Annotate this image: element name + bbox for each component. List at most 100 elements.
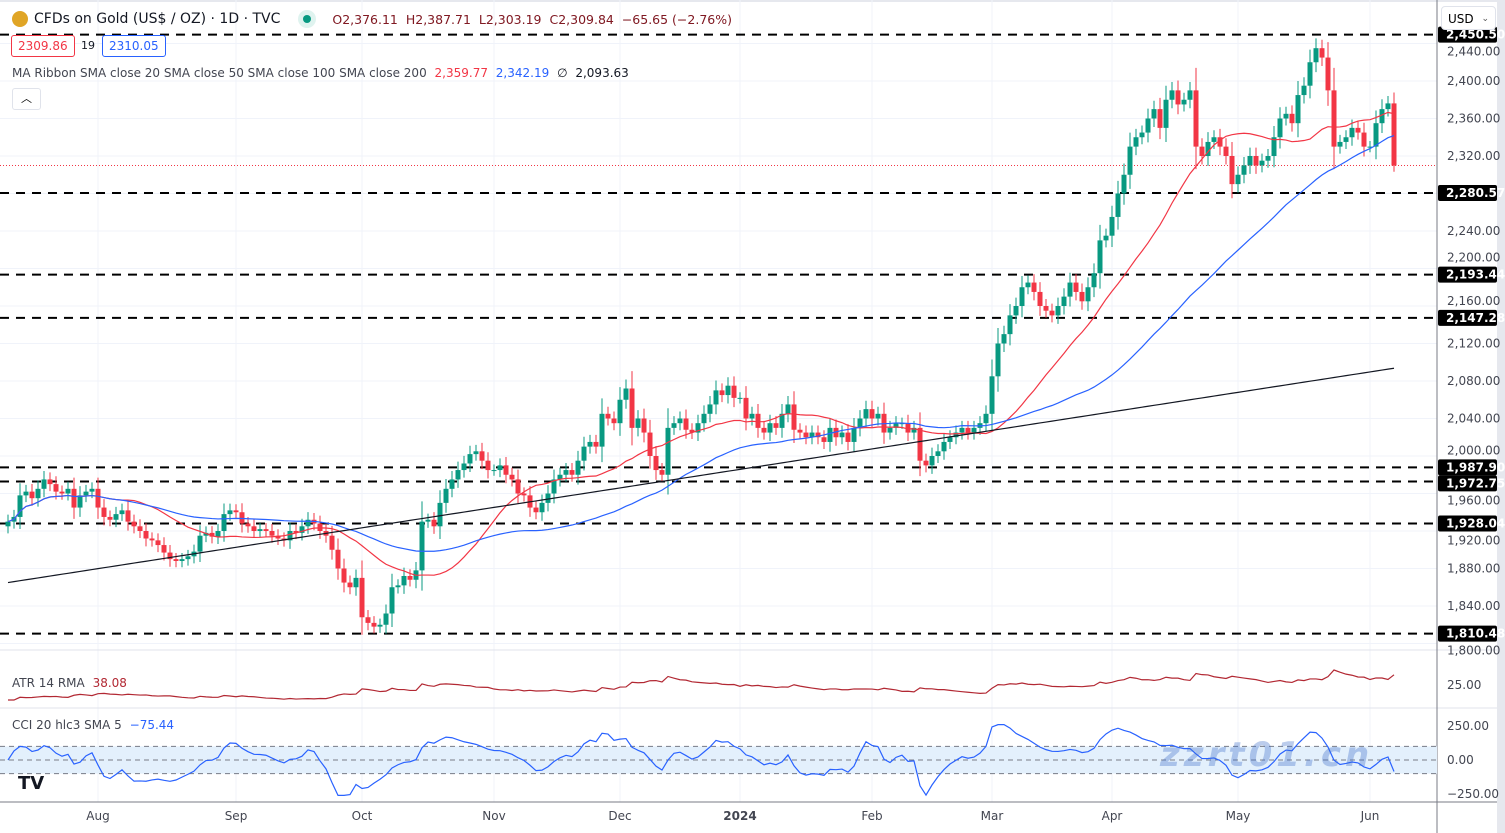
candle-body [1067,282,1073,297]
candle-body [1151,109,1157,119]
market-status-icon[interactable] [298,10,317,28]
candle-body [1079,291,1085,302]
collapse-legend-button[interactable]: ︿ [12,88,41,110]
candle-body [833,427,839,438]
candle-body [1259,160,1265,166]
candle-body [1325,57,1331,91]
cci-line [7,724,1395,797]
chevron-up-icon: ︿ [21,92,32,105]
candle-body [1373,123,1379,147]
level-price-label: 2,193.44 [1446,268,1505,282]
candle-body [1379,109,1385,124]
symbol-title[interactable]: CFDs on Gold (US$ / OZ) · 1D · TVC [34,11,281,27]
candle-body [623,388,629,400]
candle-body [1307,62,1313,86]
candle-body [83,491,89,496]
sell-price-button[interactable]: 2309.86 [11,35,75,57]
candle-body [1205,141,1211,156]
candle-body [131,521,137,527]
candle-body [149,538,155,541]
sma200-value: 2,093.63 [575,66,629,80]
candle-body [1217,137,1223,147]
change-value: −65.65 (−2.76%) [621,11,732,27]
candle-body [269,531,275,536]
currency-selector[interactable]: USD ⌄ [1441,6,1496,30]
cci-label: CCI 20 hlc3 SMA 5 [12,718,122,732]
candle-body [251,526,257,531]
low-value: L2,303.19 [478,11,542,27]
candle-body [809,432,815,438]
candle-body [719,390,725,396]
candle-body [485,460,491,471]
candle-body [1115,193,1121,217]
candle-body [635,418,641,428]
level-price-tag [1438,475,1497,492]
watermark: zzrt01.cn [1160,735,1374,775]
candle-body [743,397,749,419]
level-price-tag [1438,459,1497,476]
candle-body [941,441,947,452]
ma-ribbon-legend[interactable]: MA Ribbon SMA close 20 SMA close 50 SMA … [12,66,629,80]
candle-body [965,427,971,433]
candle-body [1391,103,1397,166]
level-price-label: 2,280.57 [1446,186,1505,200]
candle-body [71,488,77,508]
candle-body [539,502,545,513]
candle-body [233,510,239,513]
cci-legend[interactable]: CCI 20 hlc3 SMA 5 −75.44 [12,718,174,732]
level-price-label: 1,987.90 [1446,460,1505,474]
candle-body [773,423,779,428]
candle-body [887,427,893,433]
candle-body [1007,315,1013,335]
price-axis-label: 2,320.00 [1447,149,1500,163]
candle-body [563,470,569,475]
candle-body [803,432,809,438]
candle-body [1121,174,1127,194]
sma20-value: 2,359.77 [434,66,488,80]
price-axis-label: 1,840.00 [1447,599,1500,613]
candle-body [1265,156,1271,161]
time-axis-label: Aug [86,809,109,823]
candle-body [1163,99,1169,128]
candle-body [995,343,1001,377]
candle-body [827,427,833,442]
candle-body [461,463,467,471]
candle-body [1337,141,1343,147]
sma50-line [7,134,1395,552]
candle-body [1229,156,1235,185]
atr-label: ATR 14 RMA [12,676,85,690]
atr-legend[interactable]: ATR 14 RMA 38.08 [12,676,127,690]
candle-body [119,510,125,515]
time-axis-label: Dec [608,809,631,823]
candle-body [695,423,701,433]
right-gutter [1497,0,1505,833]
candle-body [167,552,173,560]
candle-body [797,429,803,433]
candle-body [569,470,575,475]
candle-body [1061,296,1067,306]
price-axis-label: 2,200.00 [1447,251,1500,265]
buy-price-button[interactable]: 2310.05 [102,35,166,57]
candle-body [161,545,167,553]
ma-ribbon-label: MA Ribbon SMA close 20 SMA close 50 SMA … [12,66,427,80]
candle-body [143,531,149,539]
cci-axis-label: −250.00 [1447,787,1499,801]
candle-body [515,479,521,494]
tradingview-logo[interactable]: TV [18,773,45,794]
candle-body [287,531,293,541]
candle-body [677,418,683,424]
candle-body [593,441,599,447]
candle-body [173,559,179,561]
atr-value: 38.08 [92,676,127,690]
high-value: H2,387.71 [405,11,471,27]
candle-body [551,479,557,494]
cci-value: −75.44 [129,718,175,732]
candle-body [611,418,617,424]
candle-body [383,613,389,625]
candle-body [983,413,989,424]
candle-body [749,413,755,419]
candle-body [179,559,185,561]
candle-body [581,446,587,461]
candle-body [1031,282,1037,292]
